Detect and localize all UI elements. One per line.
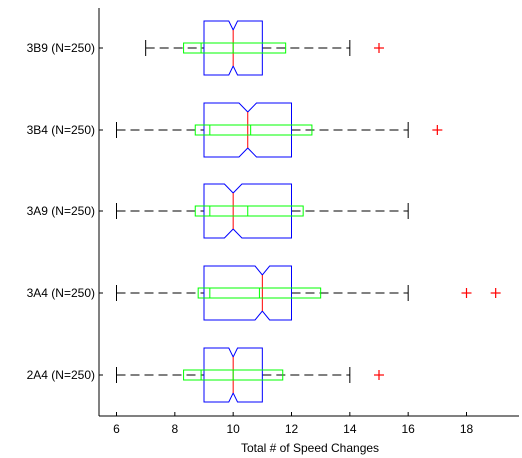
x-tick-label-0: 6 (113, 422, 120, 436)
y-tick-label-0: 3B9 (N=250) (27, 41, 95, 55)
inner-box-2 (194, 205, 304, 217)
y-tick-label-2: 3A9 (N=250) (27, 204, 95, 218)
box-2 (203, 183, 292, 239)
x-tick-label-1: 8 (171, 422, 178, 436)
x-tick-label-3: 12 (285, 422, 299, 436)
x-tick-label-5: 16 (401, 422, 415, 436)
x-tick-label-4: 14 (343, 422, 357, 436)
box-4 (203, 347, 263, 403)
box-0 (203, 20, 263, 76)
x-axis-label: Total # of Speed Changes (241, 441, 379, 455)
x-tick-label-2: 10 (226, 422, 240, 436)
x-tick-label-6: 18 (460, 422, 474, 436)
box-3 (203, 265, 292, 321)
plot-area: 6 8 10 12 14 16 18 3B9 (N=250) 3B4 (N=250) 3A9 (N… (27, 8, 519, 436)
y-tick-label-4: 2A4 (N=250) (27, 368, 95, 382)
inner-box-0 (183, 42, 287, 54)
inner-box-1 (194, 124, 313, 136)
y-tick-label-3: 3A4 (N=250) (27, 286, 95, 300)
box-1 (203, 102, 292, 158)
y-tick-label-1: 3B4 (N=250) (27, 123, 95, 137)
